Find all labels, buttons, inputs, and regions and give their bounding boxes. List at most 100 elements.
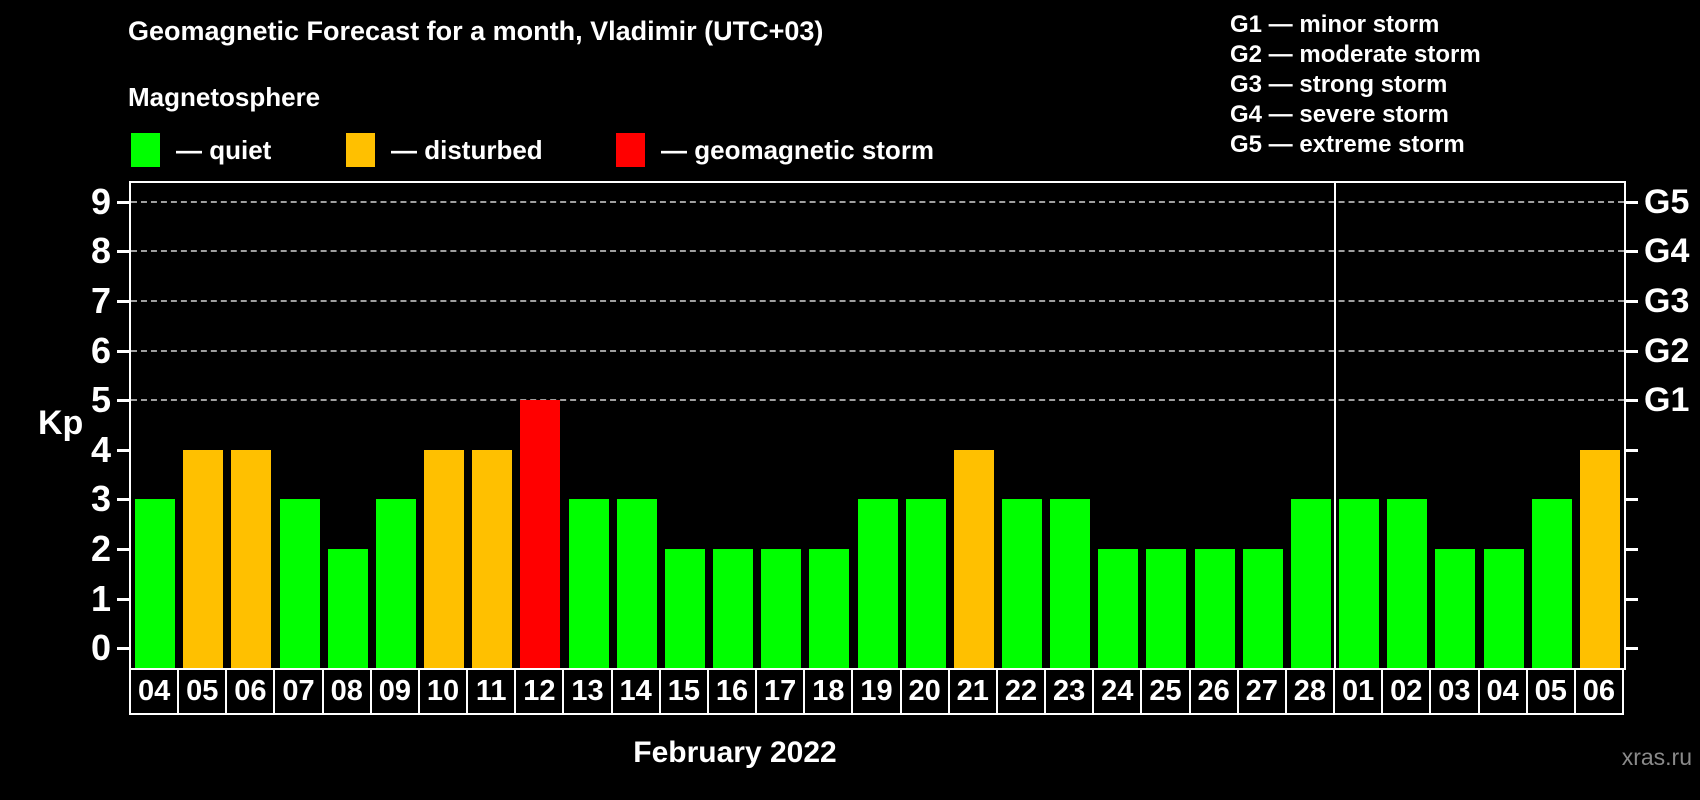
gridline-kp-7 — [131, 300, 1624, 302]
kp-bar-day-23 — [1050, 499, 1091, 668]
right-tick-kp-2 — [1626, 548, 1638, 551]
kp-bar-day-05 — [1531, 499, 1572, 668]
y-tick-label-8: 8 — [90, 230, 111, 272]
kp-bar-day-11 — [472, 449, 513, 668]
right-axis-label-g4: G4 — [1644, 232, 1690, 271]
day-label-08: 08 — [321, 668, 372, 715]
day-label-27: 27 — [1236, 668, 1287, 715]
y-tick-label-9: 9 — [90, 180, 111, 222]
right-tick-kp-4 — [1626, 448, 1638, 452]
day-label-03: 03 — [1429, 668, 1480, 715]
kp-bar-day-09 — [375, 499, 416, 668]
left-tick-kp-6 — [117, 349, 129, 353]
magnetosphere-label: Magnetosphere — [128, 82, 321, 112]
day-label-19: 19 — [851, 668, 902, 715]
left-tick-kp-2 — [117, 548, 129, 551]
left-tick-kp-5 — [117, 399, 129, 403]
day-label-12: 12 — [514, 668, 565, 715]
right-axis-label-g3: G3 — [1644, 282, 1690, 320]
right-tick-kp-9 — [1626, 200, 1638, 204]
kp-bar-day-22 — [1001, 499, 1042, 668]
day-label-16: 16 — [706, 668, 758, 715]
kp-bar-day-24 — [1098, 549, 1139, 668]
kp-bar-day-07 — [279, 499, 320, 668]
day-label-15: 15 — [658, 668, 709, 715]
y-axis-title: Kp — [38, 404, 84, 442]
day-label-05: 05 — [177, 668, 228, 715]
kp-bar-day-04 — [1483, 549, 1524, 668]
storm-scale-item: G3 — strong storm — [1230, 71, 1448, 98]
left-tick-kp-0 — [117, 647, 129, 651]
day-label-04: 04 — [129, 668, 180, 715]
gridline-kp-9 — [131, 200, 1624, 203]
right-tick-kp-5 — [1626, 399, 1638, 403]
right-axis-label-g1: G1 — [1644, 381, 1690, 420]
kp-bar-day-08 — [327, 549, 368, 668]
legend-label: — geomagnetic storm — [661, 134, 935, 165]
kp-bar-day-12 — [520, 400, 561, 668]
day-label-24: 24 — [1092, 668, 1143, 715]
gridline-kp-6 — [131, 349, 1624, 352]
right-tick-kp-6 — [1626, 349, 1638, 353]
kp-bar-day-06 — [231, 449, 272, 668]
storm-color-swatch — [616, 133, 645, 167]
quiet-color-swatch — [131, 133, 160, 167]
legend-item-quiet: — quiet — [131, 131, 271, 169]
month-separator-line — [1334, 183, 1337, 668]
kp-bar-day-14 — [616, 499, 657, 668]
day-label-26: 26 — [1188, 668, 1239, 715]
kp-bar-day-10 — [424, 449, 465, 668]
day-label-04: 04 — [1477, 668, 1528, 715]
day-label-23: 23 — [1044, 668, 1095, 715]
kp-bar-day-21 — [953, 449, 994, 668]
disturbed-color-swatch — [346, 133, 375, 167]
y-tick-label-4: 4 — [90, 428, 111, 470]
left-tick-kp-3 — [117, 498, 129, 502]
day-label-22: 22 — [995, 668, 1047, 715]
day-label-25: 25 — [1140, 668, 1191, 715]
day-label-06: 06 — [1573, 668, 1624, 715]
kp-bar-day-04 — [135, 499, 176, 668]
kp-bar-day-19 — [857, 499, 898, 668]
y-tick-label-3: 3 — [90, 478, 111, 520]
day-label-18: 18 — [803, 668, 854, 715]
storm-scale-item: G4 — severe storm — [1230, 101, 1449, 128]
day-label-10: 10 — [417, 668, 469, 715]
day-label-17: 17 — [755, 668, 806, 715]
x-axis-title: February 2022 — [633, 736, 837, 769]
y-tick-label-7: 7 — [90, 280, 111, 321]
kp-bar-day-01 — [1339, 499, 1380, 668]
day-label-11: 11 — [466, 668, 517, 715]
day-label-09: 09 — [369, 668, 420, 715]
right-axis-label-g5: G5 — [1644, 182, 1690, 221]
day-label-28: 28 — [1284, 668, 1336, 715]
day-label-13: 13 — [562, 668, 613, 715]
right-tick-kp-1 — [1626, 597, 1638, 601]
left-tick-kp-4 — [117, 448, 129, 452]
storm-scale-item: G1 — minor storm — [1230, 11, 1440, 38]
day-label-05: 05 — [1525, 668, 1576, 715]
right-tick-kp-8 — [1626, 250, 1638, 254]
kp-bar-day-03 — [1435, 549, 1476, 668]
gridline-kp-8 — [131, 250, 1624, 253]
kp-bar-day-13 — [568, 499, 609, 668]
legend-item-disturbed: — disturbed — [346, 131, 543, 169]
day-label-21: 21 — [947, 668, 998, 715]
storm-scale-legend: G1 — minor storm G2 — moderate storm G3 … — [1230, 10, 1481, 160]
y-tick-label-0: 0 — [90, 627, 111, 669]
y-tick-label-5: 5 — [90, 379, 111, 421]
right-tick-kp-0 — [1626, 647, 1638, 651]
legend-item-storm: — geomagnetic storm — [616, 131, 934, 169]
kp-bar-day-15 — [664, 549, 705, 668]
legend-label: — quiet — [176, 134, 272, 165]
left-tick-kp-8 — [117, 250, 129, 254]
left-tick-kp-9 — [117, 200, 129, 204]
y-tick-label-2: 2 — [90, 528, 111, 569]
kp-bar-day-17 — [761, 549, 802, 668]
kp-bar-day-25 — [1146, 549, 1187, 668]
kp-bar-day-05 — [183, 449, 224, 668]
right-tick-kp-3 — [1626, 498, 1638, 502]
day-label-07: 07 — [273, 668, 324, 715]
legend-label: — disturbed — [391, 134, 543, 165]
